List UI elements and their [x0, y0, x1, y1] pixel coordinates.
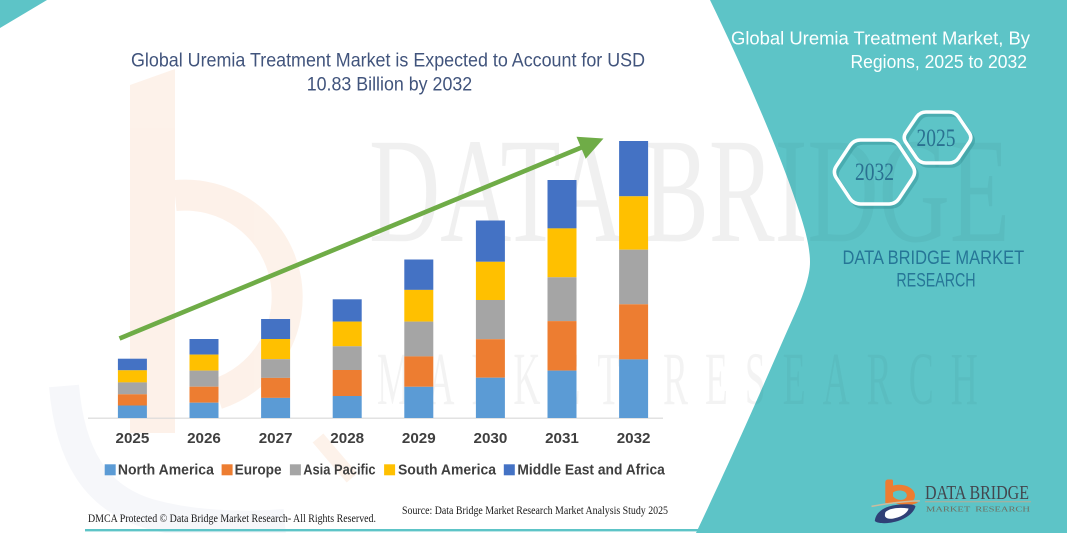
- svg-text:2025: 2025: [917, 125, 956, 152]
- svg-text:Middle East and Africa: Middle East and Africa: [517, 463, 665, 479]
- svg-text:South America: South America: [398, 463, 497, 479]
- svg-text:Regions, 2025 to 2032: Regions, 2025 to 2032: [851, 51, 1028, 72]
- svg-text:2032: 2032: [617, 430, 651, 447]
- svg-text:Global Uremia Treatment Market: Global Uremia Treatment Market is Expect…: [131, 50, 645, 71]
- svg-text:2032: 2032: [855, 159, 894, 186]
- svg-text:10.83 Billion by 2032: 10.83 Billion by 2032: [307, 74, 473, 95]
- svg-text:Source: Data Bridge Market Res: Source: Data Bridge Market Research Mark…: [402, 505, 668, 517]
- svg-text:2028: 2028: [330, 430, 364, 447]
- svg-text:DATA BRIDGE: DATA BRIDGE: [925, 482, 1029, 504]
- svg-text:Asia Pacific: Asia Pacific: [303, 463, 375, 479]
- svg-text:RESEARCH: RESEARCH: [896, 270, 975, 292]
- svg-text:Europe: Europe: [235, 463, 282, 479]
- svg-text:MARKET RESEARCH: MARKET RESEARCH: [926, 506, 1030, 514]
- svg-text:2031: 2031: [545, 430, 579, 447]
- svg-text:Global Uremia Treatment Market: Global Uremia Treatment Market, By: [731, 28, 1031, 49]
- svg-text:2027: 2027: [259, 430, 293, 447]
- svg-text:DATA BRIDGE MARKET: DATA BRIDGE MARKET: [842, 247, 1024, 269]
- svg-text:2025: 2025: [116, 430, 150, 447]
- svg-text:2030: 2030: [474, 430, 508, 447]
- svg-text:2026: 2026: [187, 430, 221, 447]
- svg-text:DMCA Protected © Data Bridge M: DMCA Protected © Data Bridge Market Rese…: [88, 513, 376, 525]
- svg-text:North America: North America: [118, 463, 215, 479]
- svg-text:2029: 2029: [402, 430, 436, 447]
